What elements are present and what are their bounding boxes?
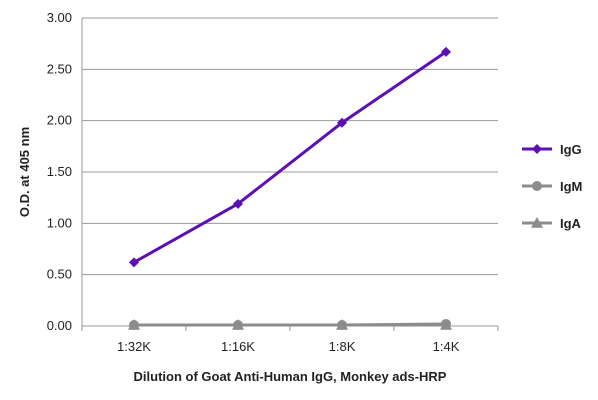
legend-label: IgG	[560, 142, 582, 157]
y-tick-label: 2.00	[47, 113, 72, 128]
legend-label: IgM	[560, 179, 582, 194]
legend-marker	[532, 181, 542, 191]
y-tick-label: 1.50	[47, 164, 72, 179]
data-point	[233, 198, 243, 209]
gridlines	[82, 17, 498, 276]
axes	[81, 18, 499, 331]
legend-item-igg: IgG	[522, 142, 582, 157]
data-point	[337, 117, 347, 128]
x-tick-label: 1:16K	[221, 339, 255, 354]
y-tick-label: 3.00	[47, 10, 72, 25]
series-igm	[129, 318, 451, 330]
data-point	[441, 46, 451, 57]
y-tick-label: 0.00	[47, 318, 72, 333]
series-igg	[129, 46, 451, 268]
data-point	[129, 257, 139, 268]
y-tick-label: 0.50	[47, 267, 72, 282]
data-point	[233, 319, 243, 330]
x-tick-label: 1:8K	[329, 339, 356, 354]
x-tick-label: 1:4K	[433, 339, 460, 354]
legend-item-igm: IgM	[522, 179, 582, 194]
x-axis-title: Dilution of Goat Anti-Human IgG, Monkey …	[134, 369, 447, 384]
x-tick-labels: 1:32K 1:16K 1:8K 1:4K	[117, 339, 460, 354]
legend: IgG IgM IgA	[522, 142, 582, 231]
legend-item-iga: IgA	[522, 216, 582, 231]
legend-marker	[532, 144, 542, 154]
y-tick-label: 2.50	[47, 61, 72, 76]
y-axis-title: O.D. at 405 nm	[17, 127, 32, 217]
data-point	[129, 319, 139, 330]
series-line	[134, 322, 447, 327]
x-tick-label: 1:32K	[117, 339, 151, 354]
data-point	[337, 319, 347, 330]
series-line	[133, 50, 447, 264]
y-tick-labels: 0.00 0.50 1.00 1.50 2.00 2.50 3.00	[47, 10, 72, 333]
legend-marker	[531, 217, 543, 228]
y-tick-label: 1.00	[47, 215, 72, 230]
series	[128, 46, 452, 330]
legend-label: IgA	[560, 216, 582, 231]
data-point	[441, 318, 451, 329]
